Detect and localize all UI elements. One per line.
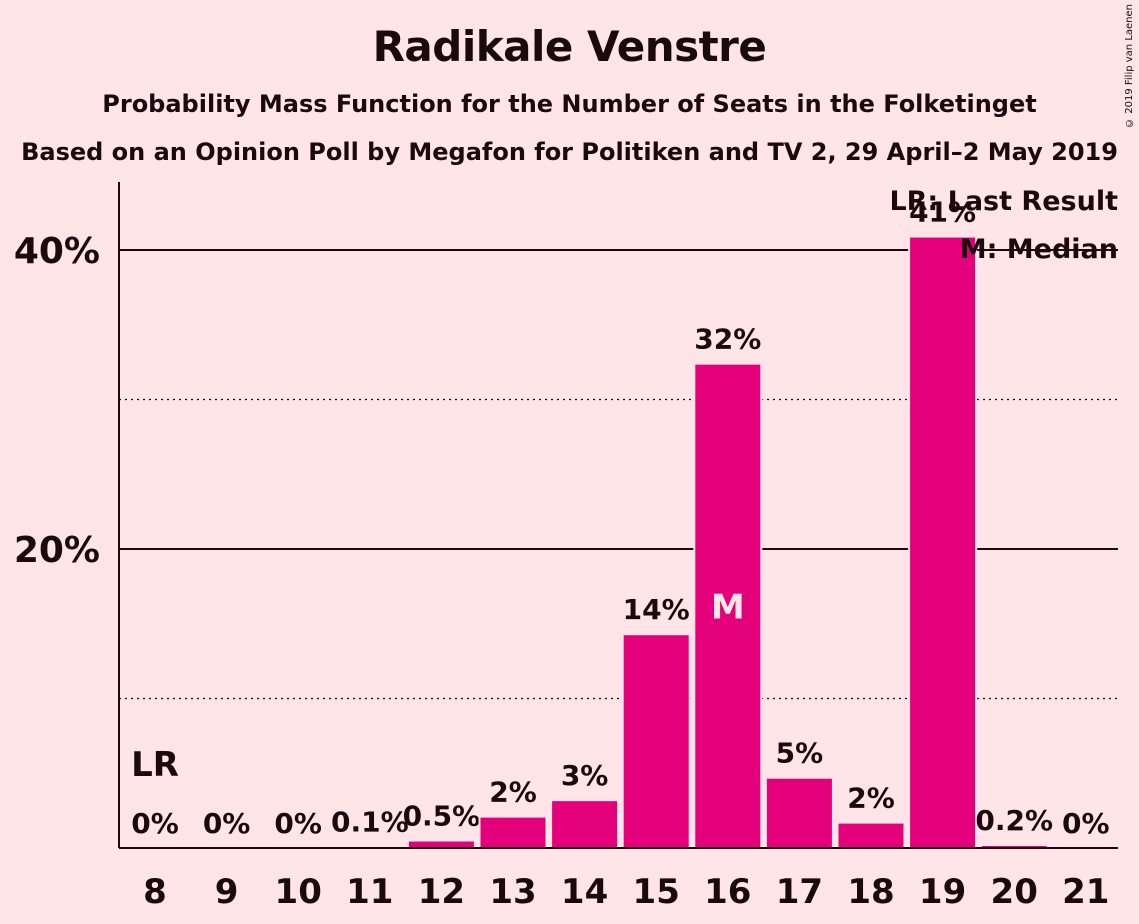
median-marker: M [711, 588, 745, 628]
x-tick-label: 21 [1062, 872, 1109, 912]
bar-value-label: 32% [694, 323, 761, 356]
x-tick-label: 18 [847, 872, 894, 912]
x-tick-label: 20 [991, 872, 1038, 912]
chart-source-note: Based on an Opinion Poll by Megafon for … [21, 138, 1118, 166]
y-tick-label: 20% [14, 530, 100, 571]
bar-seats-15 [621, 633, 691, 850]
x-tick-label: 8 [143, 872, 167, 912]
bar-seats-14 [550, 799, 620, 849]
bar-value-label: 0.1% [331, 806, 409, 839]
bar-value-label: 14% [623, 593, 690, 626]
bar-value-label: 3% [561, 759, 609, 792]
x-tick-label: 13 [489, 872, 536, 912]
x-tick-label: 17 [776, 872, 823, 912]
bar-seats-17 [764, 776, 834, 849]
x-tick-label: 11 [346, 872, 393, 912]
bar-value-label: 41% [909, 196, 976, 229]
bar-seats-18 [836, 821, 906, 850]
bar-value-label: 0% [274, 807, 322, 840]
bar-value-label: 0% [203, 807, 251, 840]
bar-value-label: 2% [489, 776, 537, 809]
x-tick-label: 10 [275, 872, 322, 912]
x-tick-label: 14 [561, 872, 608, 912]
bar-value-label: 0.2% [975, 804, 1053, 837]
bar-value-label: 0.5% [403, 800, 481, 833]
x-tick-label: 16 [704, 872, 751, 912]
x-tick-label: 12 [418, 872, 465, 912]
chart-subtitle: Probability Mass Function for the Number… [102, 90, 1037, 118]
last-result-marker: LR [131, 745, 179, 785]
x-tick-label: 19 [919, 872, 966, 912]
x-tick-label: 15 [633, 872, 680, 912]
y-tick-label: 40% [14, 231, 100, 272]
bar-value-label: 5% [776, 737, 824, 770]
bar-seats-12 [406, 839, 476, 850]
bar-seats-19 [908, 235, 978, 850]
bar-value-label: 0% [131, 807, 179, 840]
bar-seats-13 [478, 815, 548, 849]
x-tick-label: 9 [215, 872, 239, 912]
bar-value-label: 2% [847, 782, 895, 815]
legend-last-result: LR: Last Result [889, 186, 1118, 217]
bar-value-label: 0% [1062, 807, 1110, 840]
chart-title: Radikale Venstre [372, 22, 767, 71]
legend-median: M: Median [960, 234, 1118, 265]
